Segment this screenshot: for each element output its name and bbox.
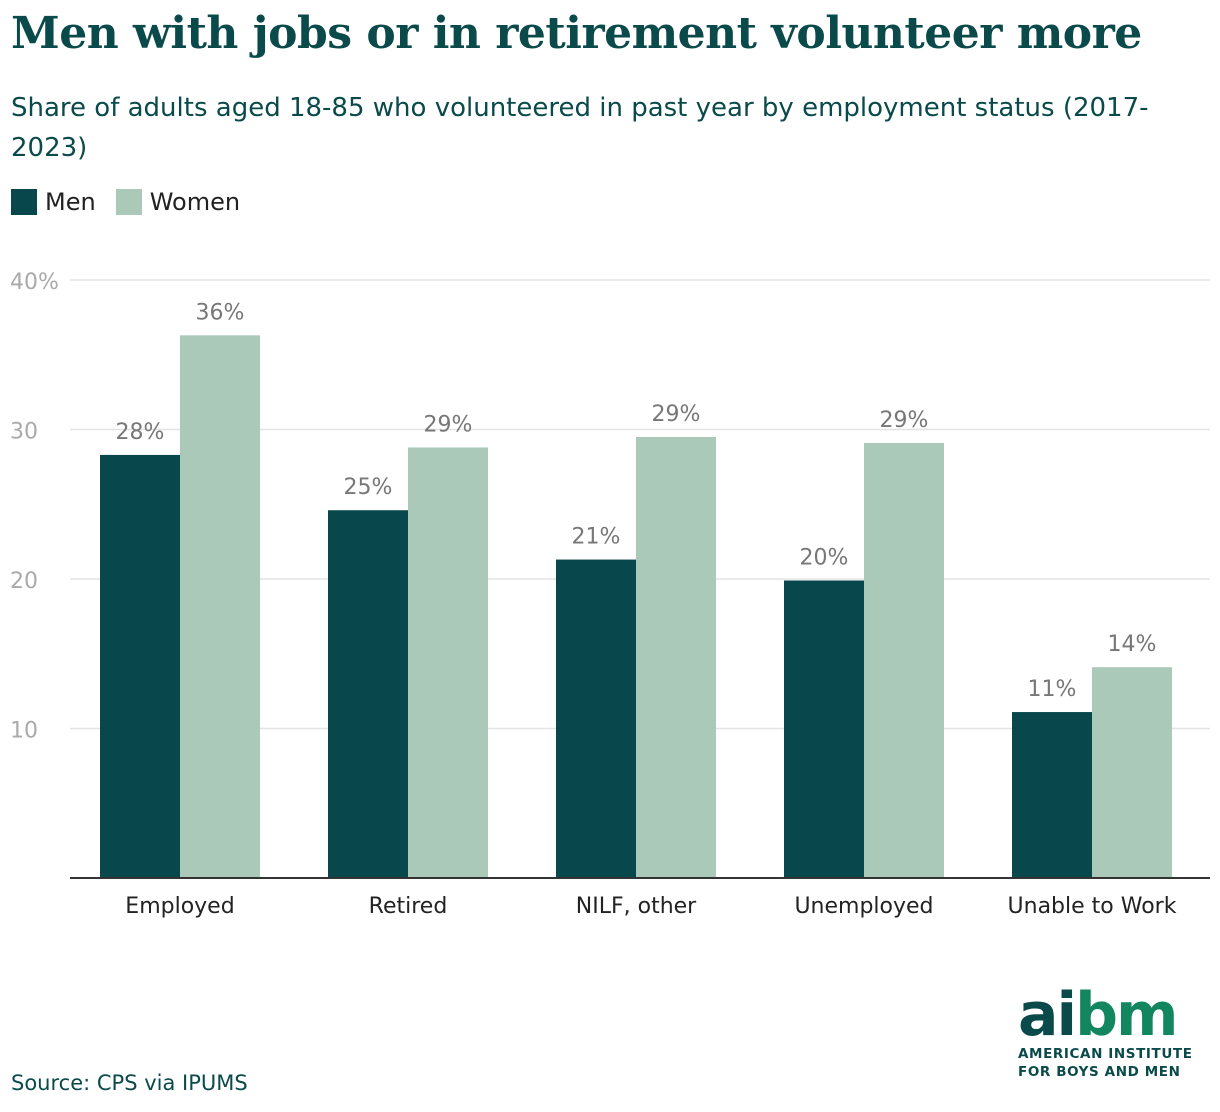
y-tick-label: 10: [10, 719, 38, 744]
bar-men: [100, 454, 180, 878]
chart-subtitle: Share of adults aged 18-85 who volunteer…: [11, 93, 1149, 163]
data-label-women: 29%: [880, 408, 929, 433]
y-tick-label: 30: [10, 420, 38, 445]
data-label-men: 11%: [1028, 677, 1077, 702]
legend: Men Women: [11, 188, 260, 216]
bar-chart: 10 20 30 40% 28% 36% Employed 25% 29% Retired 21% 2…: [10, 270, 1210, 919]
bar-men: [1012, 712, 1092, 878]
bar-women: [408, 447, 488, 878]
bar-women: [180, 335, 260, 878]
x-tick-label: Retired: [369, 894, 448, 919]
x-tick-label: Unable to Work: [1008, 894, 1177, 919]
x-tick-label: Employed: [125, 894, 234, 919]
y-tick-label: 40%: [10, 270, 59, 295]
bar-women: [636, 436, 716, 878]
legend-swatch-men: [11, 189, 37, 215]
data-label-women: 14%: [1108, 632, 1157, 657]
bar-men: [328, 510, 408, 878]
legend-item-women: Women: [115, 188, 241, 216]
legend-swatch-women: [115, 189, 142, 215]
data-label-men: 28%: [116, 420, 165, 445]
bar-women: [864, 442, 944, 878]
data-label-men: 25%: [344, 475, 393, 500]
x-tick-label: NILF, other: [576, 894, 697, 919]
logo-wordmark: aibm: [1018, 980, 1179, 1050]
legend-label-men: Men: [45, 188, 96, 216]
data-label-women: 29%: [652, 402, 701, 427]
legend-label-women: Women: [149, 188, 241, 216]
bar-men: [784, 580, 864, 878]
aibm-logo: aibm AMERICAN INSTITUTE FOR BOYS AND MEN: [1018, 985, 1193, 1081]
logo-line-1: AMERICAN INSTITUTE: [1018, 1046, 1193, 1062]
legend-item-men: Men: [11, 188, 96, 216]
logo-line-2: FOR BOYS AND MEN: [1018, 1064, 1181, 1080]
data-label-women: 36%: [196, 300, 245, 325]
x-tick-label: Unemployed: [794, 894, 933, 919]
y-tick-label: 20: [10, 569, 38, 594]
data-label-men: 21%: [572, 525, 621, 550]
source-note: Source: CPS via IPUMS: [11, 1071, 248, 1095]
data-label-men: 20%: [800, 545, 849, 570]
data-label-women: 29%: [424, 412, 473, 437]
bar-men: [556, 559, 636, 878]
bar-women: [1092, 667, 1172, 878]
chart-title: Men with jobs or in retirement volunteer…: [11, 8, 1142, 59]
